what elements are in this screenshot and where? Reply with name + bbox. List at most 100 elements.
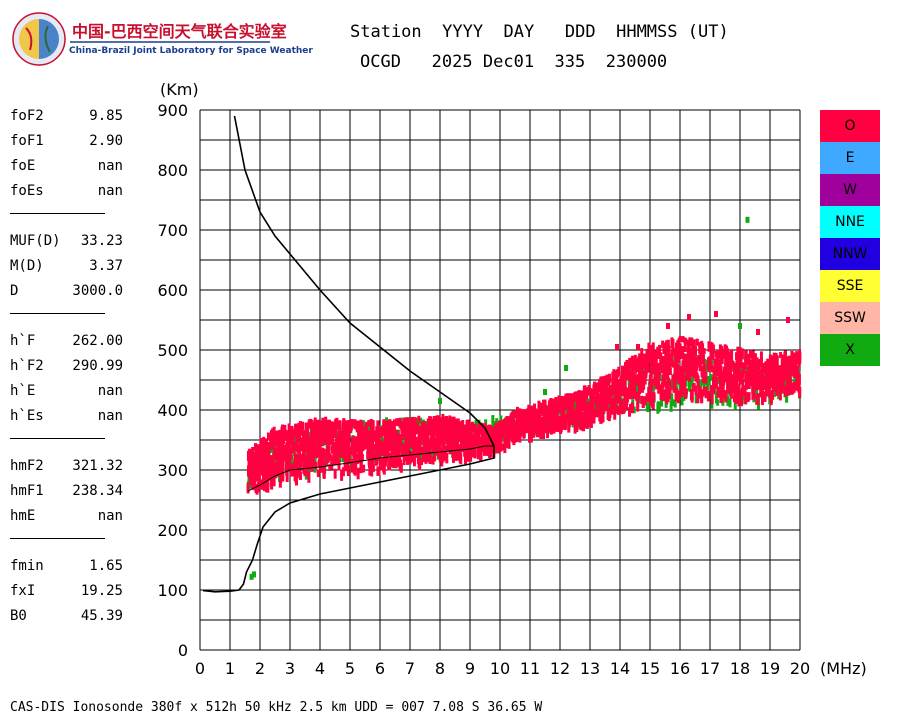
- echo-point: [498, 439, 502, 451]
- echo-point: [257, 456, 261, 466]
- param-value: 45.39: [80, 608, 123, 624]
- echo-point: [338, 420, 342, 433]
- lab-name-en: China-Brazil Joint Laboratory for Space …: [69, 46, 313, 56]
- echo-point: [733, 362, 737, 374]
- echo-point: [299, 457, 303, 467]
- echo-point: [441, 441, 445, 451]
- echo-point: [694, 385, 698, 395]
- echo-point: [786, 375, 790, 384]
- echo-point: [646, 357, 650, 368]
- echo-point: [364, 426, 368, 437]
- echo-point: [680, 388, 684, 396]
- echo-point: [714, 376, 718, 388]
- echo-point: [339, 430, 343, 442]
- echo-point: [471, 433, 475, 443]
- echo-point: [295, 468, 299, 480]
- echo-point: [550, 409, 554, 421]
- echo-point: [322, 449, 326, 459]
- echo-point: [532, 430, 536, 438]
- echo-point: [327, 437, 331, 450]
- echo-point: [262, 436, 266, 447]
- echo-point: [512, 429, 516, 441]
- echo-point: [260, 463, 264, 472]
- param-value: 3000.0: [72, 283, 123, 299]
- echo-point: [332, 441, 336, 449]
- echo-point: [764, 361, 768, 372]
- echo-point: [438, 423, 442, 434]
- echo-point: [382, 464, 386, 473]
- echo-point: [652, 366, 656, 375]
- echo-point: [439, 418, 443, 427]
- echo-point: [723, 344, 727, 355]
- echo-point: [483, 439, 487, 448]
- echo-point: [428, 452, 432, 465]
- echo-point: [352, 463, 356, 475]
- echo-point: [458, 450, 462, 461]
- echo-point: [448, 446, 452, 454]
- echo-point: [621, 405, 625, 415]
- echo-point: [443, 421, 447, 430]
- echo-point: [720, 394, 724, 403]
- echo-point: [487, 424, 491, 431]
- echo-point: [615, 370, 619, 381]
- echo-point: [760, 381, 764, 394]
- echo-point: [671, 339, 675, 349]
- echo-point: [578, 419, 582, 430]
- echo-point: [638, 376, 642, 384]
- echo-point: [295, 474, 299, 486]
- echo-point: [583, 417, 587, 428]
- echo-point: [605, 381, 609, 391]
- echo-point: [715, 357, 719, 370]
- echo-point: [753, 353, 757, 360]
- echo-point: [581, 411, 585, 422]
- echo-point: [601, 406, 605, 415]
- echo-point: [630, 373, 634, 383]
- echo-point: [309, 439, 313, 450]
- echo-point: [321, 433, 325, 441]
- echo-point: [695, 358, 699, 371]
- echo-point: [688, 337, 692, 347]
- echo-point: [586, 411, 590, 420]
- echo-point: [474, 424, 478, 436]
- echo-point: [727, 361, 731, 370]
- echo-point: [547, 417, 551, 430]
- echo-point: [280, 434, 284, 446]
- legend-item-x: X: [820, 334, 880, 366]
- x-tick-label: 17: [700, 659, 720, 678]
- echo-point: [797, 373, 801, 385]
- echo-point: [646, 366, 650, 373]
- echo-point: [625, 395, 629, 405]
- param-value: 2.90: [89, 133, 123, 149]
- echo-point: [281, 424, 285, 437]
- x-tick-label: 13: [580, 659, 600, 678]
- echo-point: [549, 424, 553, 435]
- echo-point: [571, 409, 575, 419]
- echo-point: [363, 441, 367, 449]
- echo-point: [752, 362, 756, 374]
- echo-point: [285, 468, 289, 476]
- echo-point: [442, 425, 446, 433]
- echo-point: [422, 446, 426, 457]
- echo-point: [762, 382, 766, 391]
- y-tick-label: 100: [157, 581, 188, 600]
- echo-point: [564, 365, 568, 371]
- virtual-height-trace: [247, 445, 494, 492]
- echo-point: [368, 464, 372, 476]
- echo-point: [518, 420, 522, 433]
- echo-point: [600, 409, 604, 420]
- echo-point: [451, 418, 455, 428]
- year-value: 2025: [431, 52, 473, 72]
- echo-point: [637, 356, 641, 369]
- echo-point: [602, 395, 606, 407]
- echo-point: [552, 404, 556, 417]
- echo-point: [566, 412, 570, 419]
- echo-point: [319, 465, 323, 472]
- echo-point: [431, 450, 435, 458]
- y-tick-label: 900: [157, 101, 188, 120]
- echo-point: [350, 436, 354, 443]
- echo-point: [773, 368, 777, 379]
- echo-point: [687, 379, 691, 392]
- echo-point: [657, 379, 661, 388]
- param-name: h`F: [10, 333, 36, 349]
- echo-point: [731, 374, 735, 383]
